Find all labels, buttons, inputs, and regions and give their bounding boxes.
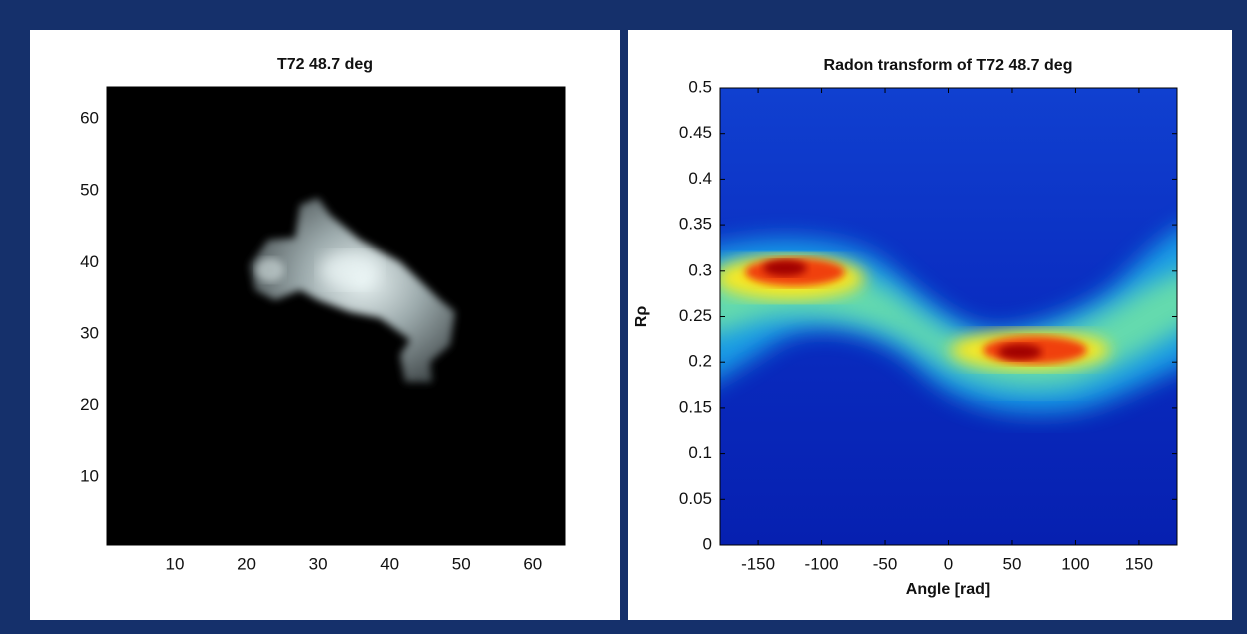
y-tick-label: 0.15 (679, 397, 712, 416)
y-tick-label: 0.25 (679, 306, 712, 325)
y-tick-label: 40 (80, 252, 99, 271)
x-tick-label: 30 (309, 554, 328, 573)
x-tick-label: -100 (805, 554, 839, 573)
x-tick-label: 60 (523, 554, 542, 573)
x-tick-label: 100 (1061, 554, 1089, 573)
x-tick-label: 40 (380, 554, 399, 573)
y-tick-label: 20 (80, 395, 99, 414)
x-tick-label: -50 (873, 554, 898, 573)
y-tick-label: 60 (80, 109, 99, 128)
image-left (107, 87, 565, 545)
x-tick-label: 150 (1125, 554, 1153, 573)
x-tick-label: 50 (452, 554, 471, 573)
y-tick-label: 0.05 (679, 489, 712, 508)
chart-title: Radon transform of T72 48.7 deg (824, 57, 1073, 74)
y-tick-label: 10 (80, 467, 99, 486)
x-tick-label: 10 (166, 554, 185, 573)
y-tick-label: 0 (703, 534, 712, 553)
x-tick-label: -150 (741, 554, 775, 573)
y-tick-label: 0.3 (688, 260, 712, 279)
x-tick-label: 0 (944, 554, 953, 573)
y-tick-label: 0.2 (688, 352, 712, 371)
y-tick-label: 0.45 (679, 123, 712, 142)
image-right (720, 88, 1177, 545)
y-tick-label: 0.1 (688, 443, 712, 462)
y-tick-label: 30 (80, 323, 99, 342)
y-tick-label: 50 (80, 180, 99, 199)
axes-box (106, 86, 566, 546)
x-tick-label: 20 (237, 554, 256, 573)
chart-title: T72 48.7 deg (277, 56, 373, 73)
y-tick-label: 0.35 (679, 215, 712, 234)
y-axis-label: Rρ (633, 306, 650, 328)
x-axis-label: Angle [rad] (906, 581, 990, 598)
x-tick-label: 50 (1003, 554, 1022, 573)
y-tick-label: 0.5 (688, 77, 712, 96)
y-tick-label: 0.4 (688, 169, 712, 188)
